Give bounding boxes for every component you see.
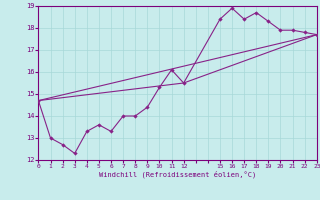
X-axis label: Windchill (Refroidissement éolien,°C): Windchill (Refroidissement éolien,°C) [99,171,256,178]
